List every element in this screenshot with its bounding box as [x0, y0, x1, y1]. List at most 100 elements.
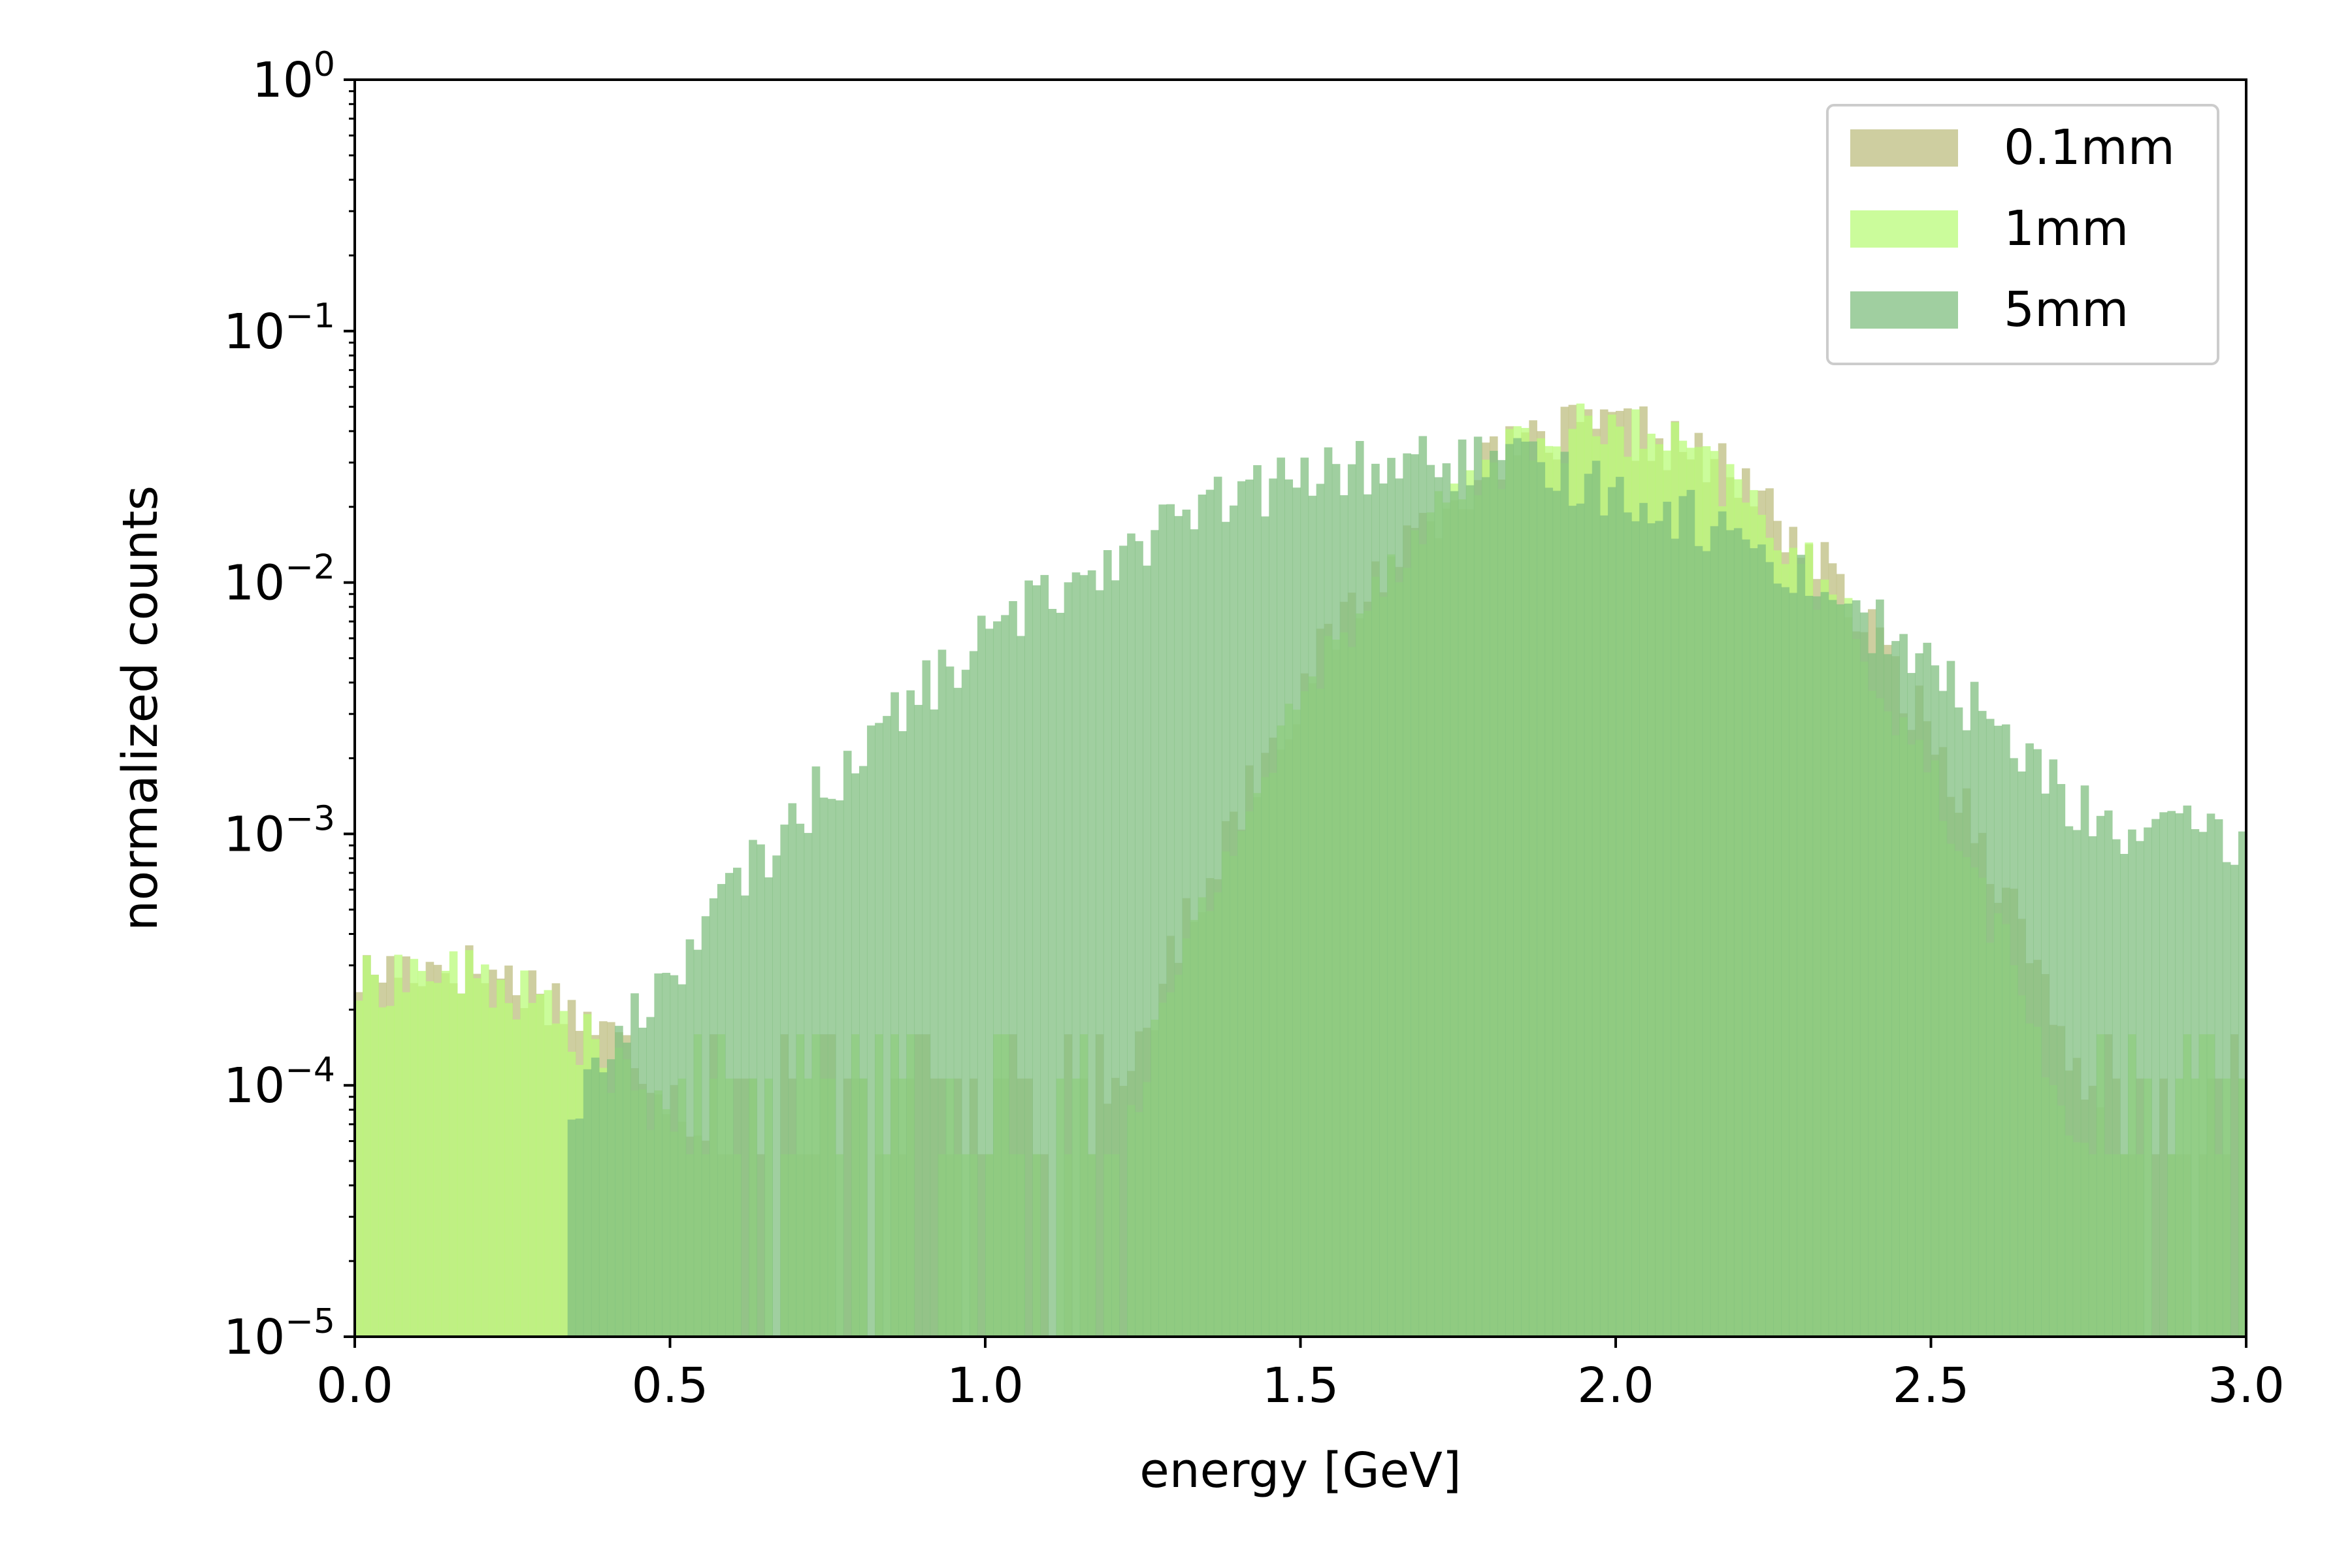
histogram-bar — [890, 692, 899, 1337]
histogram-bar — [433, 983, 442, 1337]
histogram-bar — [827, 798, 836, 1337]
histogram-bar — [378, 1007, 387, 1337]
histogram-bar — [1773, 583, 1782, 1337]
histogram-bar — [559, 1011, 568, 1337]
legend-swatch — [1850, 129, 1958, 167]
histogram-bar — [386, 1005, 395, 1337]
histogram-bar — [725, 873, 734, 1337]
histogram-bar — [2214, 819, 2223, 1337]
histogram-bar — [1836, 604, 1845, 1337]
histogram-bar — [1371, 463, 1380, 1337]
histogram-bar — [867, 725, 875, 1337]
y-tick-label: 10−2 — [223, 548, 335, 612]
y-tick-label: 10−3 — [223, 799, 335, 862]
histogram-bar — [1473, 436, 1482, 1337]
histogram-bar — [1001, 615, 1009, 1337]
histogram-bar — [1213, 476, 1222, 1337]
histogram-bar — [1166, 504, 1175, 1337]
histogram-bar — [2191, 829, 2200, 1337]
histogram-bar — [1765, 562, 1774, 1337]
histogram-bar — [1710, 526, 1719, 1337]
histogram-bar — [1750, 548, 1758, 1337]
histogram-bar — [1978, 711, 1987, 1337]
histogram-bar — [1828, 600, 1837, 1337]
x-tick-label: 0.5 — [632, 1358, 709, 1414]
histogram-bar — [2120, 854, 2129, 1337]
histogram-bar — [1985, 719, 1995, 1337]
histogram-bar — [811, 766, 821, 1337]
histogram-bar — [512, 1019, 521, 1337]
histogram-bar — [1135, 541, 1143, 1337]
histogram-bar — [417, 971, 427, 1337]
histogram-bar — [2144, 827, 2152, 1337]
histogram-bar — [1292, 487, 1301, 1337]
histogram-bar — [1789, 593, 1798, 1337]
histogram-bar — [2238, 831, 2247, 1337]
histogram-bar — [1411, 454, 1420, 1337]
histogram-bar — [1205, 489, 1215, 1337]
histogram-bar — [961, 670, 970, 1337]
histogram-bar — [575, 1119, 584, 1337]
histogram-bar — [2136, 841, 2144, 1337]
histogram-bar — [2198, 832, 2208, 1337]
histogram-bar — [654, 973, 663, 1337]
histogram-bar — [1844, 603, 1853, 1337]
histogram-bar — [2033, 749, 2042, 1337]
histogram-bar — [1616, 476, 1624, 1337]
histogram-bar — [544, 990, 553, 1337]
histogram-bar — [1631, 521, 1640, 1337]
histogram-bar — [615, 1026, 623, 1337]
histogram-bar — [1876, 599, 1884, 1337]
histogram-bar — [1347, 464, 1356, 1337]
histogram-bar — [977, 615, 986, 1337]
histogram-bar — [2230, 864, 2239, 1337]
histogram-bar — [1056, 612, 1065, 1337]
histogram-bar — [1040, 575, 1049, 1337]
histogram-bar — [1994, 725, 2002, 1337]
histogram-bar — [536, 994, 545, 1337]
histogram-bar — [1671, 538, 1680, 1337]
x-tick-label: 0.0 — [316, 1358, 393, 1414]
histogram-bar — [449, 951, 458, 1337]
histogram-bar — [1009, 601, 1017, 1337]
histogram-bar — [819, 797, 828, 1337]
histogram-bar — [938, 649, 947, 1337]
y-tick-label: 10−4 — [223, 1051, 335, 1114]
histogram-bar — [788, 803, 797, 1337]
histogram-bar — [709, 898, 718, 1337]
histogram-bar — [2159, 812, 2168, 1337]
histogram-bar — [1891, 641, 1900, 1337]
histogram-bar — [2175, 813, 2184, 1337]
histogram-bar — [1127, 533, 1135, 1337]
histogram-bar — [1237, 481, 1246, 1337]
histogram-bar — [1544, 487, 1554, 1337]
axes: 0.0 0.5 1.0 1.5 2.0 2.5 3.0 100 10−1 10−2 10−3 10−4… — [112, 45, 2285, 1499]
histogram-bar — [1387, 457, 1396, 1337]
histogram-bar — [772, 855, 781, 1337]
histogram-bar — [1678, 496, 1688, 1337]
histogram-bar — [914, 704, 923, 1337]
histogram-bar — [859, 766, 868, 1337]
legend-label: 1mm — [2004, 201, 2129, 257]
histogram-bar — [1158, 504, 1168, 1337]
histogram-bar — [1938, 691, 1948, 1337]
x-tick-label: 3.0 — [2208, 1358, 2285, 1414]
histogram-bar — [2017, 771, 2026, 1337]
legend-label: 0.1mm — [2004, 120, 2175, 176]
histogram-bar — [1253, 465, 1262, 1337]
histogram-bar — [472, 978, 482, 1337]
histogram-bar — [662, 973, 671, 1337]
histogram-bar — [1725, 530, 1735, 1337]
y-tick-label: 10−1 — [223, 297, 335, 360]
histogram-bar — [2010, 758, 2018, 1337]
histogram-bars — [355, 403, 2247, 1337]
histogram-bar — [363, 955, 371, 1337]
histogram-bar — [780, 825, 789, 1337]
histogram-bar — [1592, 461, 1601, 1337]
histogram-bar — [2128, 829, 2136, 1337]
histogram-bar — [1733, 528, 1742, 1337]
histogram-bar — [583, 1069, 592, 1337]
histogram-bar — [1490, 451, 1498, 1337]
histogram-bar — [1198, 495, 1207, 1337]
